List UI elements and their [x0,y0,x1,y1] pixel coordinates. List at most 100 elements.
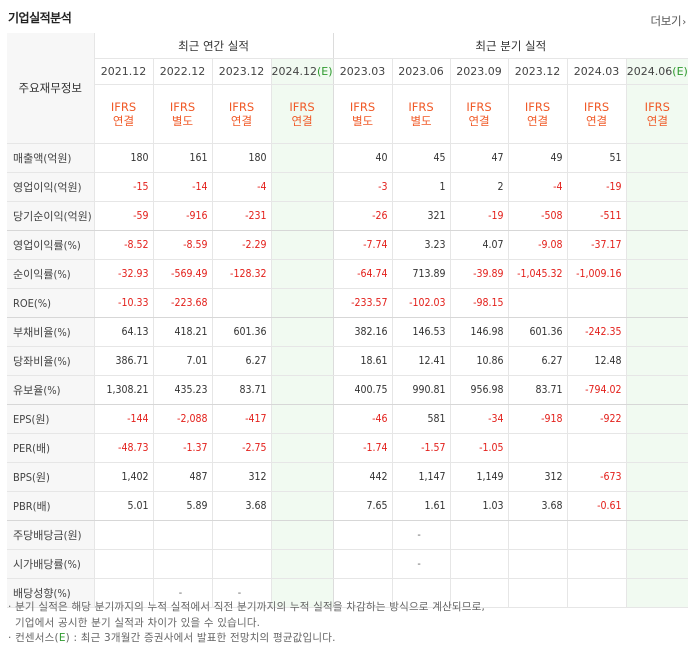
table-cell: -2.75 [211,433,271,463]
table-cell: 956.98 [449,375,509,405]
table-cell [270,462,334,492]
row-label: 유보율(%) [7,375,94,405]
table-cell [270,172,334,202]
accounting-standard: IFRS 별도 [332,84,393,144]
table-cell: 7.65 [332,491,393,521]
table-cell: 180 [93,143,153,173]
row-label: 당좌비율(%) [7,346,94,376]
table-cell: 5.01 [93,491,153,521]
table-row: 영업이익(억원) -15 -14 -4 -3 1 2 -4 -19 [7,172,689,202]
table-cell [507,433,568,463]
table-cell [625,462,689,492]
table-cell: 1,149 [449,462,509,492]
table-cell: -19 [449,201,509,231]
table-cell: 12.48 [566,346,627,376]
table-cell: 435.23 [152,375,212,405]
table-cell: -32.93 [93,259,153,289]
table-cell: 418.21 [152,317,212,347]
table-cell [152,520,212,550]
accounting-standard: IFRS 별도 [152,84,212,144]
table-cell: -48.73 [93,433,153,463]
table-row: PBR(배) 5.01 5.89 3.68 7.65 1.61 1.03 3.68 -0.61 [7,491,689,521]
table-cell [270,520,334,550]
row-label: 배당성향(%) [7,578,94,608]
table-cell [270,404,334,434]
table-cell: 18.61 [332,346,393,376]
table-cell [211,520,271,550]
table-cell [270,549,334,579]
table-row: 주당배당금(원) - [7,520,689,550]
table-cell: -59 [93,201,153,231]
accounting-standard: IFRS 연결 [270,84,334,144]
row-label: 영업이익(억원) [7,172,94,202]
table-cell: 146.98 [449,317,509,347]
table-cell [507,520,568,550]
more-link[interactable]: 더보기› [650,13,686,29]
more-label[interactable]: 더보기 [650,14,682,28]
table-cell [211,288,271,318]
table-cell: 1,402 [93,462,153,492]
table-cell [332,520,393,550]
table-cell [625,143,689,173]
table-cell: -417 [211,404,271,434]
period-header: 2023.03 [332,58,393,85]
table-cell [152,549,212,579]
table-cell: 1.61 [391,491,451,521]
table-cell [566,578,627,608]
section-title: 기업실적분석 [8,11,72,25]
row-label: 순이익률(%) [7,259,94,289]
table-cell: 1.03 [449,491,509,521]
table-cell: 3.68 [507,491,568,521]
table-row: EPS(원) -144 -2,088 -417 -46 581 -34 -918 -922 [7,404,689,434]
table-cell: -7.74 [332,230,393,260]
table-cell: 83.71 [507,375,568,405]
table-cell: -233.57 [332,288,393,318]
table-cell: 6.27 [507,346,568,376]
table-row: 당좌비율(%) 386.71 7.01 6.27 18.61 12.41 10.86 6.27… [7,346,689,376]
annual-header: 최근 연간 실적 [93,33,334,59]
table-cell [625,433,689,463]
row-label: PER(배) [7,433,94,463]
row-label: ROE(%) [7,288,94,318]
table-cell [625,520,689,550]
accounting-standard: IFRS 연결 [507,84,568,144]
row-label: EPS(원) [7,404,94,434]
row-label: 시가배당률(%) [7,549,94,579]
table-cell [625,201,689,231]
row-label: 부채비율(%) [7,317,94,347]
table-cell: -511 [566,201,627,231]
table-cell: -1,045.32 [507,259,568,289]
table-cell: 321 [391,201,451,231]
table-cell [93,520,153,550]
table-cell: 2 [449,172,509,202]
table-cell [449,578,509,608]
table-cell: -14 [152,172,212,202]
table-cell [566,549,627,579]
table-cell: 713.89 [391,259,451,289]
footnote-2: · 컨센서스(E) : 최근 3개월간 증권사에서 발표한 전망치의 평균값입니… [8,632,336,644]
period-header: 2022.12 [152,58,212,85]
period-header: 2023.06 [391,58,451,85]
accounting-standard: IFRS 연결 [566,84,627,144]
table-cell: 6.27 [211,346,271,376]
estimate-mark: (E) [317,65,333,78]
table-cell: -128.32 [211,259,271,289]
table-cell: -223.68 [152,288,212,318]
table-cell [93,578,153,608]
table-row: 매출액(억원) 180 161 180 40 45 47 49 51 [7,143,689,173]
table-cell: 581 [391,404,451,434]
table-cell: - [391,549,451,579]
table-cell: -922 [566,404,627,434]
footnotes: · 분기 실적은 해당 분기까지의 누적 실적에서 직전 분기까지의 누적 실적… [8,600,485,647]
table-cell: 487 [152,462,212,492]
table-cell [625,346,689,376]
table-cell: 312 [507,462,568,492]
table-cell: 400.75 [332,375,393,405]
table-cell [507,549,568,579]
table-cell: 83.71 [211,375,271,405]
table-cell: -19 [566,172,627,202]
period-header: 2024.06(E) [625,58,689,85]
period-header: 2024.12(E) [270,58,334,85]
table-cell: -46 [332,404,393,434]
estimate-mark: (E) [672,65,688,78]
